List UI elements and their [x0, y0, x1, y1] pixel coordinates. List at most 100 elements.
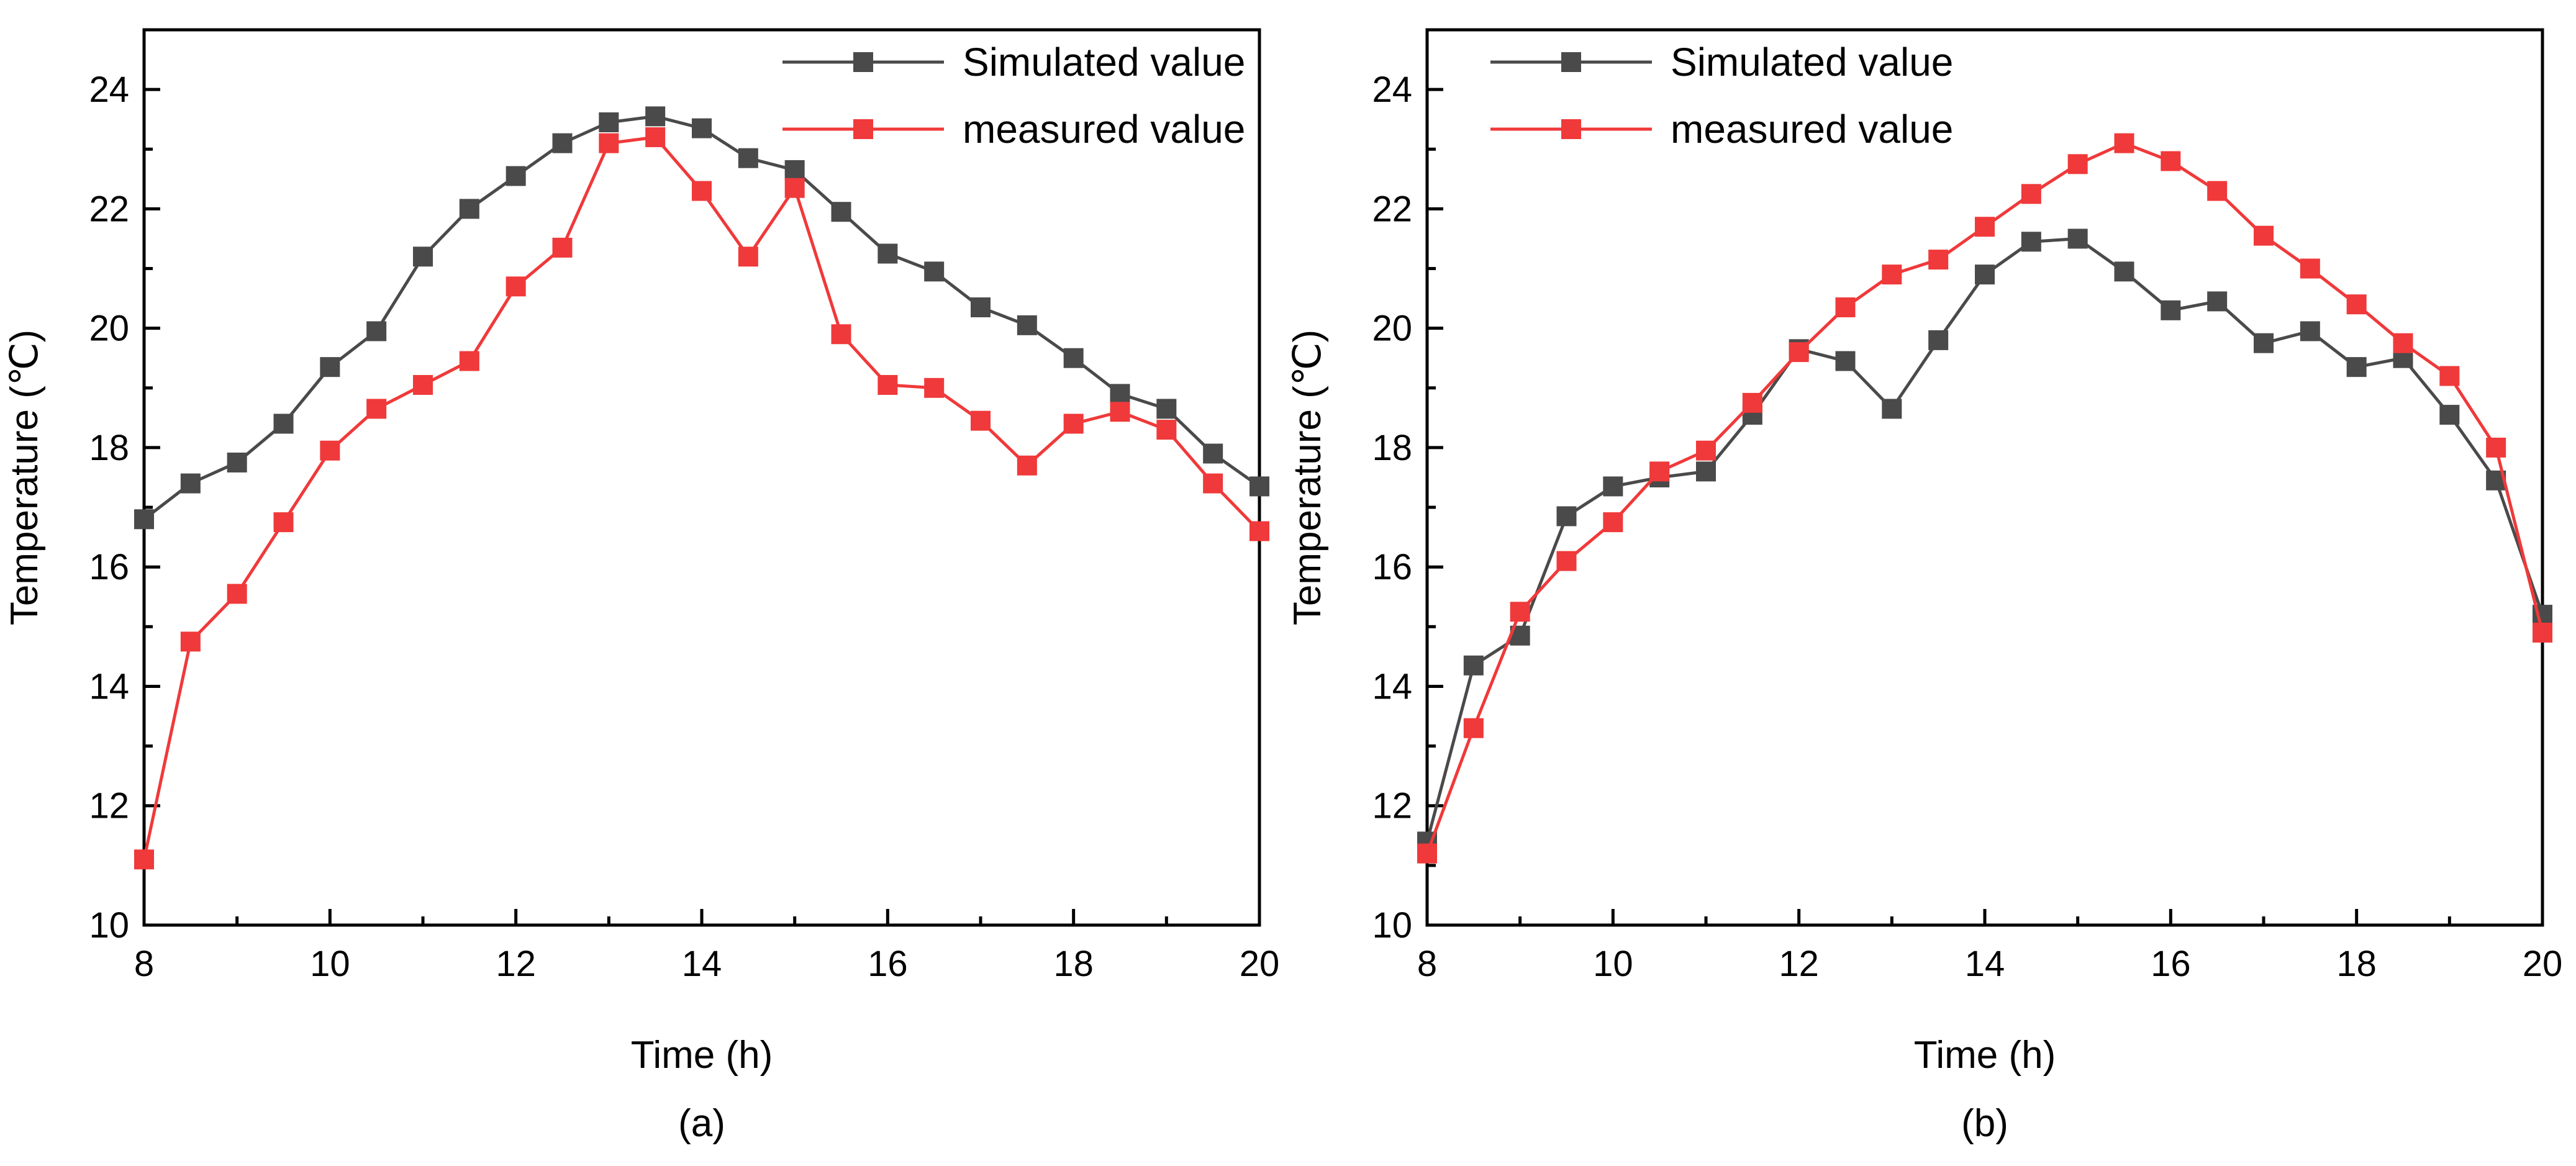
x-axis-title: Time (h)	[1914, 1034, 2056, 1077]
data-point	[1882, 264, 1902, 285]
data-point	[1156, 399, 1177, 419]
data-point	[1556, 551, 1577, 571]
data-point	[1603, 512, 1623, 533]
data-point	[227, 452, 247, 472]
data-point	[273, 414, 294, 434]
data-point	[878, 243, 898, 264]
data-point	[1696, 440, 1716, 461]
data-point	[2254, 333, 2274, 353]
data-point	[924, 261, 945, 282]
data-point	[1017, 315, 1037, 335]
data-point	[784, 178, 805, 198]
data-point	[1249, 476, 1269, 497]
data-point	[2439, 405, 2460, 425]
legend-label: Simulated value	[963, 40, 1245, 84]
data-point	[2207, 181, 2228, 201]
data-point	[2346, 294, 2367, 315]
data-point	[2533, 622, 2552, 643]
x-tick-label: 14	[1965, 944, 2005, 984]
legend-marker	[1561, 52, 1581, 72]
data-point	[1417, 843, 1437, 864]
data-point	[2486, 437, 2506, 458]
series-line-2	[142, 135, 1261, 860]
data-point	[1835, 297, 1856, 318]
x-tick-label: 16	[2151, 944, 2191, 984]
data-point	[599, 133, 619, 153]
data-point	[2021, 232, 2041, 252]
y-tick-label: 14	[89, 666, 129, 707]
y-tick-label: 12	[89, 786, 129, 826]
y-tick-label: 18	[89, 428, 129, 468]
data-point	[413, 246, 433, 267]
data-point	[1928, 330, 1949, 350]
data-point	[180, 631, 201, 652]
data-point	[459, 351, 479, 371]
data-point	[1249, 521, 1269, 541]
data-point	[506, 166, 526, 186]
x-tick-label: 18	[2336, 944, 2377, 984]
y-tick-label: 10	[89, 905, 129, 946]
data-point	[273, 512, 294, 533]
y-tick-label: 22	[1372, 189, 1412, 229]
data-point	[459, 199, 479, 219]
data-point	[1649, 461, 1670, 482]
data-point	[2439, 366, 2460, 386]
legend-label: Simulated value	[1671, 40, 1953, 84]
data-point	[784, 160, 805, 180]
legend-marker	[853, 119, 873, 139]
data-point	[552, 133, 573, 153]
data-point	[1203, 443, 1223, 464]
data-point	[134, 509, 154, 530]
data-point	[2067, 154, 2088, 174]
data-point	[831, 324, 851, 345]
data-point	[134, 849, 154, 870]
data-point	[1556, 506, 1577, 527]
data-point	[2067, 228, 2088, 249]
data-point	[1696, 461, 1716, 482]
data-point	[831, 202, 851, 222]
y-tick-label: 24	[89, 70, 129, 110]
y-tick-label: 24	[1372, 70, 1412, 110]
x-tick-label: 18	[1053, 944, 1094, 984]
data-point	[320, 440, 340, 461]
data-point	[366, 399, 387, 419]
data-point	[2393, 333, 2413, 353]
data-point	[2300, 258, 2320, 279]
data-point	[2161, 151, 2181, 171]
data-point	[320, 357, 340, 377]
data-point	[2207, 291, 2228, 312]
data-point	[645, 127, 666, 148]
data-point	[1975, 217, 1995, 237]
data-point	[1789, 342, 1809, 363]
data-point	[1156, 420, 1177, 440]
data-point	[1742, 392, 1762, 413]
data-point	[971, 410, 991, 431]
data-point	[552, 237, 573, 258]
data-point	[1603, 476, 1623, 497]
data-point	[1017, 455, 1037, 476]
data-point	[1975, 264, 1995, 285]
data-point	[1063, 414, 1084, 434]
y-axis-title: Temperature (℃)	[3, 330, 46, 625]
y-tick-label: 20	[1372, 309, 1412, 349]
data-point	[2114, 133, 2134, 153]
data-point	[2161, 300, 2181, 320]
plot-frame	[1425, 28, 2544, 927]
data-point	[506, 276, 526, 297]
legend-marker	[853, 52, 873, 72]
panel-label: (a)	[678, 1102, 725, 1145]
y-axis-title: Temperature (℃)	[1286, 330, 1329, 625]
x-tick-label: 10	[310, 944, 350, 984]
y-tick-label: 12	[1372, 786, 1412, 826]
data-point	[2114, 261, 2134, 282]
data-point	[692, 181, 712, 201]
data-point	[1882, 399, 1902, 419]
y-tick-label: 10	[1372, 905, 1412, 946]
legend-marker	[1561, 119, 1581, 139]
data-point	[1463, 655, 1484, 676]
data-point	[2254, 225, 2274, 246]
x-tick-label: 12	[496, 944, 536, 984]
